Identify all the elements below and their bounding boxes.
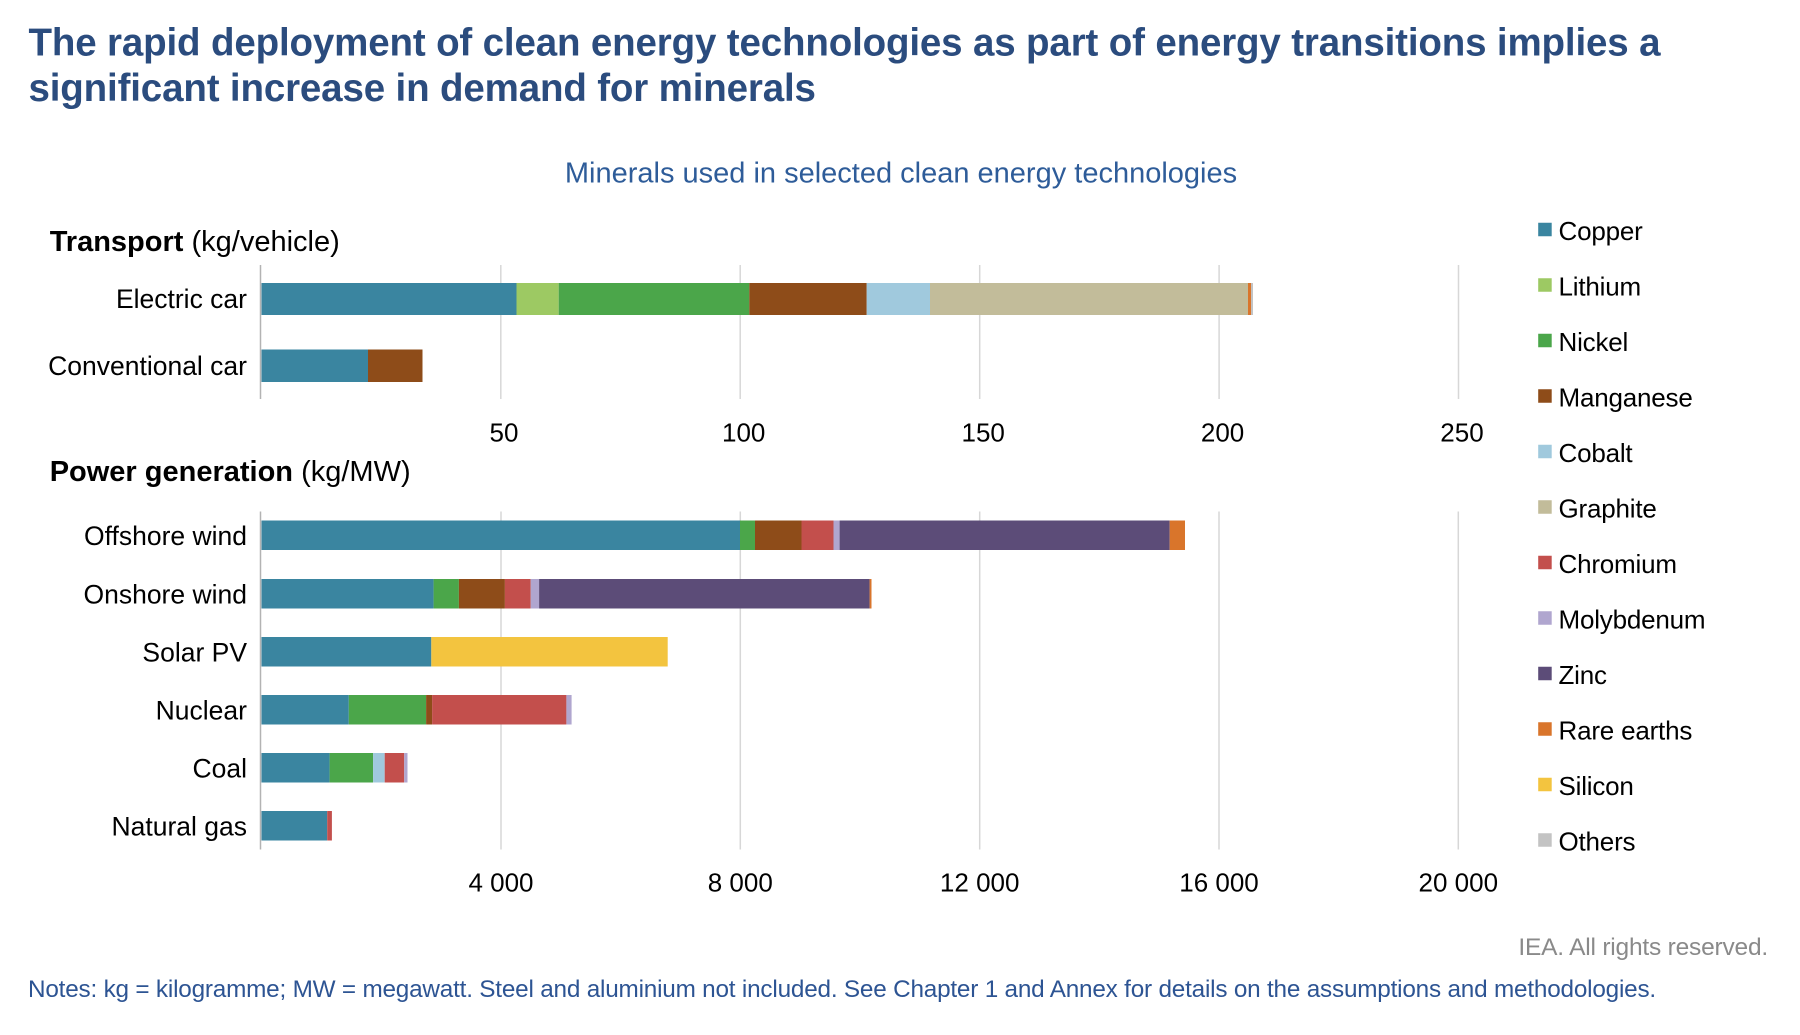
svg-text:Nuclear: Nuclear — [156, 696, 247, 726]
svg-text:8 000: 8 000 — [708, 868, 773, 898]
svg-text:100: 100 — [722, 418, 765, 448]
svg-text:Solar PV: Solar PV — [142, 638, 247, 668]
svg-text:Lithium: Lithium — [1559, 271, 1641, 301]
svg-text:150: 150 — [962, 418, 1005, 448]
svg-text:Notes: kg = kilogramme; MW = m: Notes: kg = kilogramme; MW = megawatt. S… — [28, 976, 1656, 1003]
svg-text:Others: Others — [1559, 826, 1636, 856]
svg-text:Nickel: Nickel — [1559, 327, 1629, 357]
svg-text:Copper: Copper — [1559, 216, 1644, 246]
svg-text:Transport (kg/vehicle): Transport (kg/vehicle) — [50, 226, 340, 258]
svg-text:16 000: 16 000 — [1179, 868, 1259, 898]
svg-text:Electric car: Electric car — [116, 284, 247, 314]
svg-text:4 000: 4 000 — [468, 868, 533, 898]
svg-text:200: 200 — [1201, 418, 1244, 448]
svg-text:Cobalt: Cobalt — [1559, 438, 1634, 468]
svg-text:Zinc: Zinc — [1559, 660, 1608, 690]
svg-text:20 000: 20 000 — [1419, 868, 1499, 898]
svg-text:significant increase in demand: significant increase in demand for miner… — [29, 67, 816, 110]
svg-text:Silicon: Silicon — [1559, 771, 1634, 801]
svg-text:50: 50 — [490, 418, 519, 448]
svg-text:Natural gas: Natural gas — [111, 812, 247, 842]
svg-text:12 000: 12 000 — [940, 868, 1020, 898]
svg-text:Molybdenum: Molybdenum — [1559, 604, 1706, 634]
svg-text:Rare earths: Rare earths — [1559, 715, 1693, 745]
svg-text:Conventional car: Conventional car — [48, 351, 247, 381]
svg-text:Power generation (kg/MW): Power generation (kg/MW) — [50, 456, 411, 488]
svg-text:Graphite: Graphite — [1559, 493, 1657, 523]
svg-text:Manganese: Manganese — [1559, 382, 1693, 412]
svg-text:250: 250 — [1440, 418, 1483, 448]
svg-text:Coal: Coal — [192, 754, 247, 784]
svg-text:Minerals used in selected clea: Minerals used in selected clean energy t… — [565, 158, 1237, 190]
svg-text:Chromium: Chromium — [1559, 549, 1677, 579]
svg-text:Onshore wind: Onshore wind — [83, 580, 247, 610]
svg-text:The rapid deployment of clean: The rapid deployment of clean energy tec… — [29, 21, 1662, 64]
svg-text:IEA. All rights reserved.: IEA. All rights reserved. — [1518, 934, 1768, 961]
svg-text:Offshore wind: Offshore wind — [84, 521, 247, 551]
